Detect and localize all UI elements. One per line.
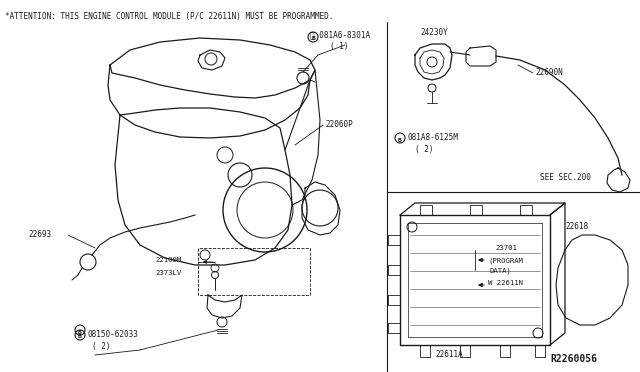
Text: B: B bbox=[311, 36, 315, 42]
Text: SEE SEC.200: SEE SEC.200 bbox=[540, 173, 591, 182]
Bar bbox=[460, 345, 470, 357]
Text: 2373LV: 2373LV bbox=[155, 270, 181, 276]
Text: W 22611N: W 22611N bbox=[488, 280, 523, 286]
Text: *ATTENTION: THIS ENGINE CONTROL MODULE (P/C 22611N) MUST BE PROGRAMMED.: *ATTENTION: THIS ENGINE CONTROL MODULE (… bbox=[5, 12, 333, 21]
Text: ( 2): ( 2) bbox=[92, 342, 111, 351]
Text: Ⓑ 081A6-8301A: Ⓑ 081A6-8301A bbox=[310, 30, 370, 39]
Text: B: B bbox=[78, 334, 82, 340]
Text: R2260056: R2260056 bbox=[550, 354, 597, 364]
Text: DATA): DATA) bbox=[490, 268, 512, 275]
Bar bbox=[535, 345, 545, 357]
Bar bbox=[388, 323, 400, 333]
Text: 08150-62033: 08150-62033 bbox=[88, 330, 139, 339]
Text: 22100M: 22100M bbox=[155, 257, 181, 263]
Bar bbox=[500, 345, 510, 357]
Text: 22611A: 22611A bbox=[435, 350, 463, 359]
Text: 24230Y: 24230Y bbox=[420, 28, 448, 37]
Text: B: B bbox=[78, 330, 82, 334]
Bar bbox=[470, 205, 482, 215]
Text: 22060P: 22060P bbox=[325, 120, 353, 129]
Bar bbox=[520, 205, 532, 215]
Bar bbox=[388, 265, 400, 275]
Bar bbox=[388, 295, 400, 305]
Text: 22690N: 22690N bbox=[535, 68, 563, 77]
Text: 081A8-6125M: 081A8-6125M bbox=[408, 133, 459, 142]
Text: 23701: 23701 bbox=[495, 245, 517, 251]
Bar bbox=[388, 235, 400, 245]
Bar bbox=[420, 345, 430, 357]
Text: (PROGRAM: (PROGRAM bbox=[488, 257, 523, 263]
Text: ( 1): ( 1) bbox=[330, 42, 349, 51]
Text: 22618: 22618 bbox=[565, 222, 588, 231]
Text: 22693: 22693 bbox=[28, 230, 51, 239]
Text: B: B bbox=[398, 138, 402, 142]
Bar bbox=[420, 205, 432, 215]
Text: ( 2): ( 2) bbox=[415, 145, 433, 154]
